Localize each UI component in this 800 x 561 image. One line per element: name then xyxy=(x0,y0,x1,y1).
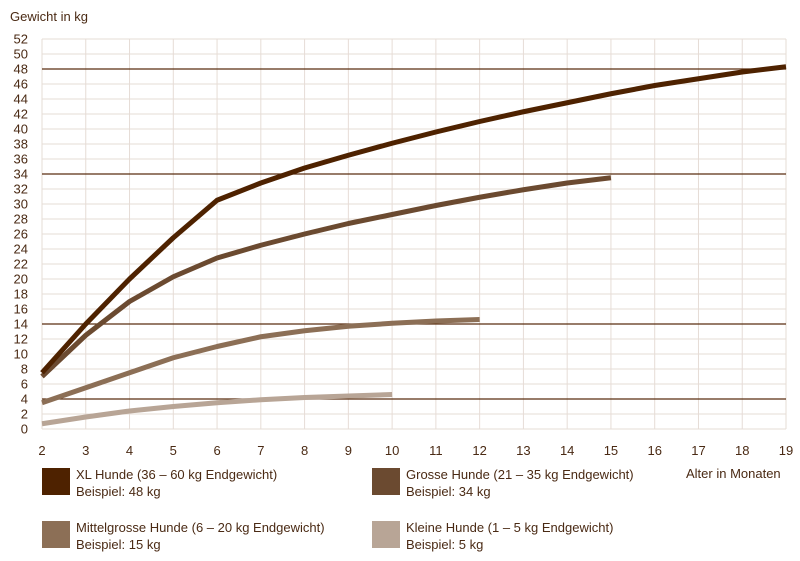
y-tick-label: 10 xyxy=(14,347,28,362)
x-tick-label: 12 xyxy=(472,443,486,458)
y-tick-label: 12 xyxy=(14,332,28,347)
y-axis-title: Gewicht in kg xyxy=(10,9,89,24)
legend-label: XL Hunde (36 – 60 kg Endgewicht) xyxy=(76,467,278,482)
y-tick-label: 40 xyxy=(14,122,28,137)
legend-item-xl: XL Hunde (36 – 60 kg Endgewicht) Beispiel… xyxy=(42,466,277,500)
x-tick-label: 14 xyxy=(560,443,574,458)
legend-swatch xyxy=(42,521,70,548)
x-tick-label: 5 xyxy=(170,443,177,458)
y-tick-label: 34 xyxy=(14,167,28,182)
legend-label: Grosse Hunde (21 – 35 kg Endgewicht) xyxy=(406,467,634,482)
y-tick-label: 22 xyxy=(14,257,28,272)
x-tick-label: 7 xyxy=(257,443,264,458)
legend-example: Beispiel: 5 kg xyxy=(406,537,484,552)
y-tick-label: 28 xyxy=(14,212,28,227)
legend-label: Mittelgrosse Hunde (6 – 20 kg Endgewicht… xyxy=(76,520,325,535)
series-line xyxy=(41,317,480,406)
x-tick-label: 3 xyxy=(82,443,89,458)
x-tick-label: 10 xyxy=(385,443,399,458)
y-tick-label: 26 xyxy=(14,227,28,242)
y-tick-label: 18 xyxy=(14,287,28,302)
x-tick-label: 8 xyxy=(301,443,308,458)
y-tick-label: 2 xyxy=(21,407,28,422)
legend-item-kleine: Kleine Hunde (1 – 5 kg Endgewicht) Beispi… xyxy=(372,519,613,553)
series-line xyxy=(40,64,787,375)
x-tick-label: 11 xyxy=(429,443,443,458)
legend-label: Kleine Hunde (1 – 5 kg Endgewicht) xyxy=(406,520,614,535)
x-tick-label: 17 xyxy=(691,443,705,458)
legend-item-grosse: Grosse Hunde (21 – 35 kg Endgewicht) Beis… xyxy=(372,466,634,500)
legend-example: Beispiel: 48 kg xyxy=(76,484,161,499)
x-tick-label: 15 xyxy=(604,443,618,458)
legend-item-mittel: Mittelgrosse Hunde (6 – 20 kg Endgewicht… xyxy=(42,519,325,553)
y-tick-label: 52 xyxy=(14,32,28,47)
series-line xyxy=(40,175,612,379)
x-axis-title: Alter in Monaten xyxy=(686,466,781,481)
series-line xyxy=(41,392,393,427)
x-tick-label: 2 xyxy=(38,443,45,458)
legend-swatch xyxy=(372,468,400,495)
y-tick-label: 38 xyxy=(14,137,28,152)
y-tick-label: 24 xyxy=(14,242,28,257)
y-tick-label: 32 xyxy=(14,182,28,197)
x-tick-label: 16 xyxy=(647,443,661,458)
y-tick-label: 30 xyxy=(14,197,28,212)
y-tick-label: 20 xyxy=(14,272,28,287)
x-tick-label: 13 xyxy=(516,443,530,458)
legend-swatch xyxy=(42,468,70,495)
x-tick-label: 4 xyxy=(126,443,133,458)
y-tick-label: 6 xyxy=(21,377,28,392)
y-tick-label: 44 xyxy=(14,92,28,107)
y-tick-label: 46 xyxy=(14,77,28,92)
y-tick-label: 48 xyxy=(14,62,28,77)
legend-example: Beispiel: 15 kg xyxy=(76,537,161,552)
x-tick-label: 9 xyxy=(345,443,352,458)
y-tick-label: 4 xyxy=(21,392,28,407)
y-tick-label: 36 xyxy=(14,152,28,167)
x-tick-label: 6 xyxy=(213,443,220,458)
x-tick-label: 19 xyxy=(779,443,793,458)
legend-example: Beispiel: 34 kg xyxy=(406,484,491,499)
y-tick-label: 42 xyxy=(14,107,28,122)
y-tick-label: 0 xyxy=(21,422,28,437)
y-tick-label: 14 xyxy=(14,317,28,332)
y-tick-label: 16 xyxy=(14,302,28,317)
y-tick-label: 8 xyxy=(21,362,28,377)
y-tick-label: 50 xyxy=(14,47,28,62)
x-tick-label: 18 xyxy=(735,443,749,458)
legend-swatch xyxy=(372,521,400,548)
